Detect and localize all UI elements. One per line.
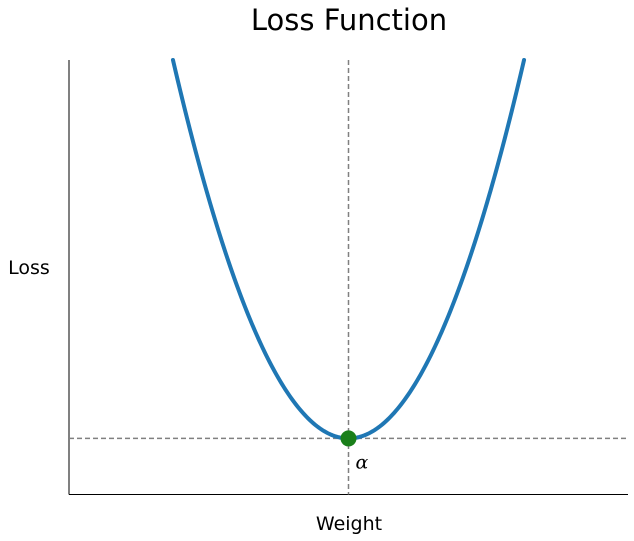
- y-axis-label: Loss: [8, 257, 50, 279]
- minimum-point: [340, 430, 357, 447]
- x-axis-label: Weight: [316, 513, 382, 535]
- chart-title: Loss Function: [251, 3, 447, 37]
- minimum-label: α: [356, 451, 369, 473]
